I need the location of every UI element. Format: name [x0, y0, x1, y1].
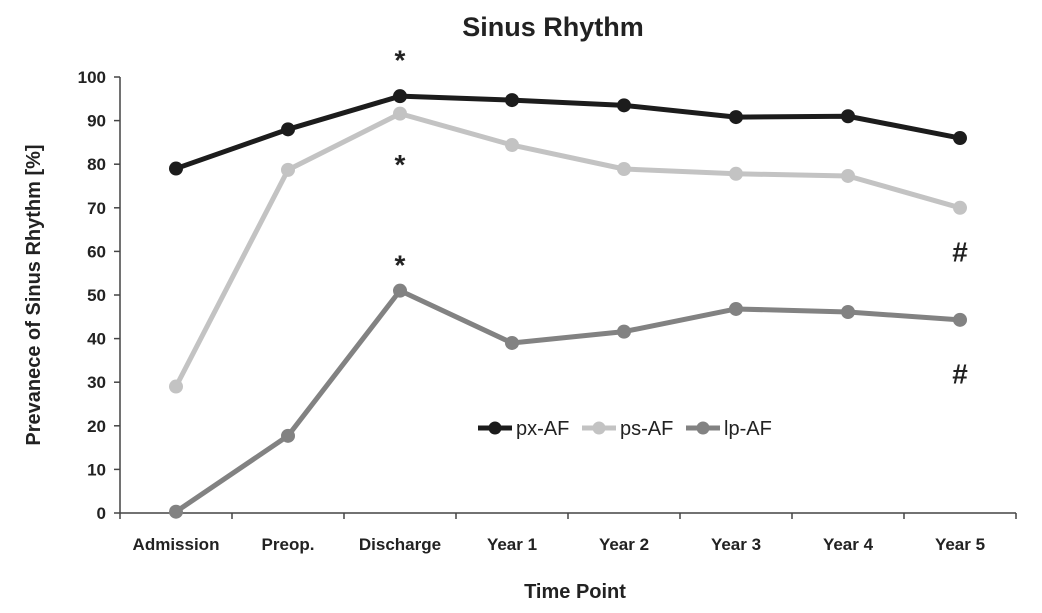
data-point-px-AF — [617, 98, 631, 113]
significance-marker: * — [395, 149, 406, 180]
data-point-px-AF — [505, 93, 519, 108]
data-point-lp-AF — [953, 312, 967, 327]
data-point-px-AF — [393, 89, 407, 104]
y-tick-label: 70 — [87, 199, 106, 218]
data-point-px-AF — [953, 131, 967, 146]
legend-marker-px-AF — [488, 421, 502, 435]
significance-marker: * — [395, 45, 406, 76]
series-line-ps-AF — [173, 111, 961, 388]
data-point-ps-AF — [281, 162, 295, 177]
data-point-ps-AF — [841, 168, 855, 183]
significance-marker: # — [952, 236, 968, 267]
x-tick-label: Year 1 — [487, 535, 537, 554]
data-point-ps-AF — [169, 379, 183, 394]
data-point-ps-AF — [617, 161, 631, 176]
x-tick-label: Preop. — [262, 535, 315, 554]
data-point-ps-AF — [505, 138, 519, 153]
y-tick-label: 30 — [87, 373, 106, 392]
y-tick-label: 20 — [87, 417, 106, 436]
data-point-lp-AF — [281, 428, 295, 443]
data-point-px-AF — [729, 110, 743, 125]
data-point-lp-AF — [505, 335, 519, 350]
series-line-px-AF — [175, 93, 961, 171]
y-tick-label: 0 — [97, 504, 106, 523]
x-tick-label: Year 5 — [935, 535, 985, 554]
data-point-ps-AF — [953, 200, 967, 215]
y-tick-label: 90 — [87, 112, 106, 131]
data-point-px-AF — [281, 122, 295, 137]
legend-marker-lp-AF — [696, 421, 710, 435]
data-point-px-AF — [169, 161, 183, 176]
data-point-lp-AF — [729, 301, 743, 316]
x-tick-label: Year 2 — [599, 535, 649, 554]
x-axis-label: Time Point — [524, 581, 626, 603]
legend-marker-ps-AF — [592, 421, 606, 435]
x-tick-label: Year 4 — [823, 535, 874, 554]
significance-marker: # — [952, 358, 968, 389]
y-tick-label: 10 — [87, 460, 106, 479]
x-tick-label: Admission — [133, 535, 220, 554]
data-point-ps-AF — [393, 106, 407, 121]
data-point-lp-AF — [393, 283, 407, 298]
y-tick-label: 50 — [87, 286, 106, 305]
data-point-lp-AF — [617, 324, 631, 339]
data-point-lp-AF — [169, 504, 183, 519]
y-tick-label: 80 — [87, 155, 106, 174]
y-tick-label: 60 — [87, 242, 106, 261]
legend-label: ps-AF — [620, 418, 673, 440]
x-tick-label: Discharge — [359, 535, 441, 554]
data-point-lp-AF — [841, 305, 855, 320]
legend-label: px-AF — [516, 418, 569, 440]
series-line-lp-AF — [174, 288, 961, 514]
x-tick-label: Year 3 — [711, 535, 761, 554]
chart-title: Sinus Rhythm — [462, 12, 644, 42]
data-point-ps-AF — [729, 166, 743, 181]
y-axis-label: Prevanece of Sinus Rhythm [%] — [23, 144, 45, 445]
y-tick-label: 40 — [87, 330, 106, 349]
significance-marker: * — [395, 249, 406, 280]
data-point-px-AF — [841, 109, 855, 124]
legend-label: lp-AF — [724, 418, 772, 440]
y-tick-label: 100 — [78, 68, 106, 87]
